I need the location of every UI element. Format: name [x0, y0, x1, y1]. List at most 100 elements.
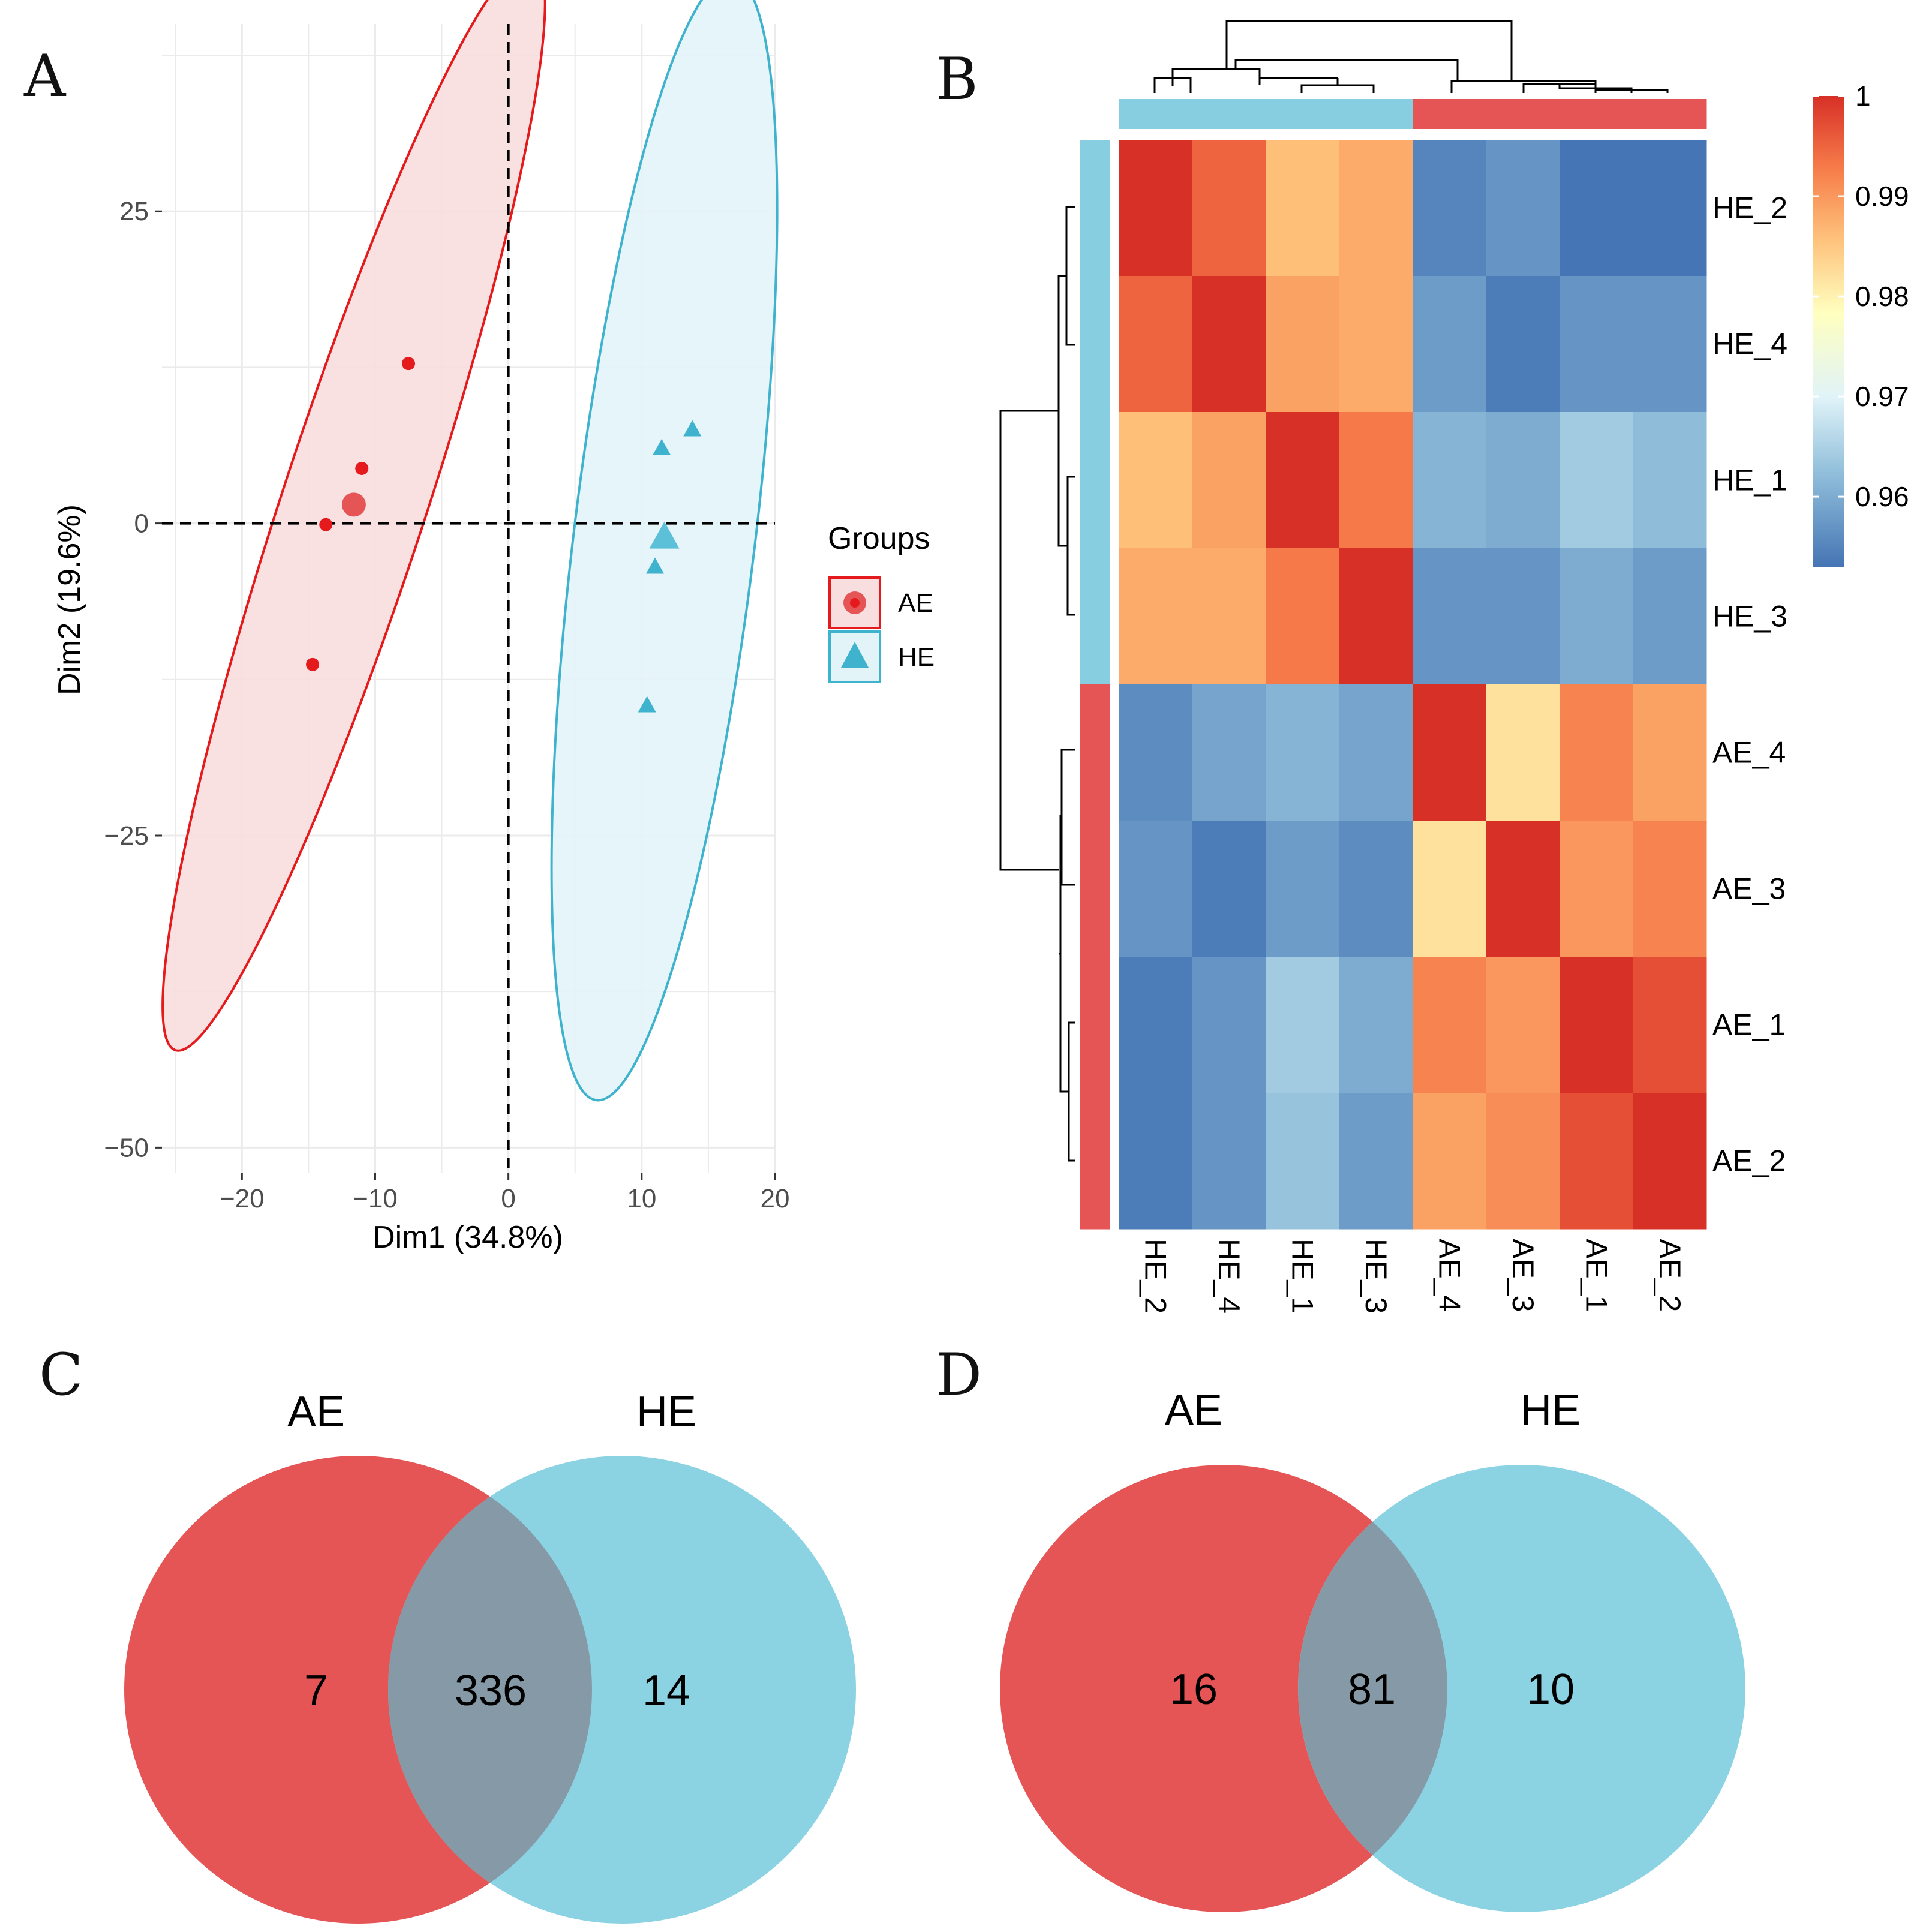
row-annotation-he: [1080, 412, 1110, 549]
heatmap-cell: [1486, 140, 1560, 277]
heatmap-column-labels: HE_2 HE_4 HE_1 HE_3 AE_4 AE_3 AE_1 AE_2: [1138, 1239, 1687, 1314]
heatmap-cell: [1192, 548, 1266, 685]
heatmap-cell: [1560, 957, 1633, 1093]
colorbar-tick-label: 0.99: [1855, 181, 1909, 212]
heatmap-cell: [1486, 684, 1560, 821]
dendro-branch: [1258, 77, 1338, 85]
venn-c-count-he-only: 14: [642, 1667, 690, 1715]
point-he: [683, 420, 702, 437]
heatmap-cell: [1119, 412, 1192, 549]
heatmap-cell: [1413, 1093, 1486, 1230]
column-annotation-he: [1119, 99, 1192, 129]
pca-reference-lines: [162, 24, 775, 1173]
venn-d-count-he-only: 10: [1527, 1666, 1575, 1714]
colorbar-gradient: [1813, 96, 1844, 567]
point-ae: [402, 357, 416, 371]
column-label: HE_3: [1359, 1239, 1393, 1314]
dendro-branch: [1060, 749, 1075, 886]
row-label: AE_3: [1712, 872, 1786, 906]
heatmap-cell: [1339, 1093, 1413, 1230]
column-annotation-he: [1192, 99, 1266, 129]
heatmap-cell: [1413, 821, 1486, 957]
point-he: [638, 696, 656, 713]
venn-d-count-ae-only: 16: [1170, 1666, 1218, 1714]
colorbar-ticks: 0.96 0.97 0.98 0.99 1: [1813, 80, 1909, 512]
column-label: AE_4: [1432, 1239, 1466, 1312]
dendro-branch: [1450, 80, 1597, 93]
heatmap-cell: [1192, 957, 1266, 1093]
heatmap-cell: [1486, 276, 1560, 413]
pca-ticks: −20 −10 0 10 20 −50 −25 0 25: [104, 197, 789, 1213]
column-dendrogram: [1153, 20, 1669, 93]
heatmap-cell: [1192, 1093, 1266, 1230]
y-tick-label: −25: [104, 821, 149, 851]
heatmap-cell: [1266, 821, 1339, 957]
heatmap-cell: [1486, 412, 1560, 549]
row-group-annotation: [1080, 140, 1110, 1230]
heatmap-cell: [1560, 548, 1633, 685]
point-ae: [319, 518, 333, 531]
heatmap-cell: [1119, 548, 1192, 685]
row-dendrogram: [999, 206, 1075, 1162]
row-annotation-he: [1080, 548, 1110, 685]
heatmap-cell: [1633, 821, 1707, 957]
centroid-he: [649, 521, 680, 549]
heatmap-cell: [1560, 1093, 1633, 1230]
row-label: AE_1: [1712, 1008, 1786, 1042]
column-annotation-he: [1339, 99, 1413, 129]
heatmap-cell: [1339, 684, 1413, 821]
heatmap-cell: [1560, 276, 1633, 413]
heatmap-cell: [1192, 412, 1266, 549]
heatmap-cell: [1633, 276, 1707, 413]
pca-ellipses: [161, 0, 779, 1102]
confidence-ellipse-ae: [161, 0, 546, 1052]
heatmap-cell: [1192, 821, 1266, 957]
heatmap-cell: [1266, 684, 1339, 821]
legend-ae-point-icon: [850, 598, 860, 608]
venn-c-count-overlap: 336: [455, 1667, 527, 1715]
heatmap-cell: [1339, 412, 1413, 549]
column-group-annotation: [1119, 99, 1707, 129]
dendro-branch: [1068, 1021, 1075, 1162]
heatmap-cell: [1633, 684, 1707, 821]
heatmap-cell: [1486, 821, 1560, 957]
heatmap-cell: [1192, 684, 1266, 821]
dendro-branch: [1225, 20, 1513, 81]
row-label: HE_2: [1712, 191, 1787, 225]
pca-y-axis-title: Dim2 (19.6%): [52, 504, 87, 695]
heatmap-cell: [1413, 276, 1486, 413]
heatmap-cell: [1266, 276, 1339, 413]
legend-label-he: HE: [898, 642, 935, 672]
heatmap-cell: [1413, 412, 1486, 549]
column-label: HE_2: [1138, 1239, 1172, 1314]
heatmap-cell: [1119, 957, 1192, 1093]
column-label: HE_1: [1285, 1239, 1319, 1314]
heatmap-cell: [1633, 957, 1707, 1093]
venn-diagram-c: AE HE 7 336 14: [124, 1388, 856, 1924]
dendro-branch: [1594, 88, 1669, 93]
venn-c-overlap: [388, 1497, 592, 1883]
heatmap-cell: [1266, 1093, 1339, 1230]
legend-title: Groups: [828, 521, 930, 556]
row-annotation-he: [1080, 140, 1110, 277]
row-label: HE_1: [1712, 464, 1787, 497]
heatmap-cell: [1413, 684, 1486, 821]
heatmap-cell: [1339, 276, 1413, 413]
dendro-branch: [1171, 78, 1339, 86]
heatmap-cell: [1633, 1093, 1707, 1230]
point-ae: [355, 462, 369, 476]
heatmap-cell: [1339, 957, 1413, 1093]
venn-d-count-overlap: 81: [1348, 1666, 1396, 1714]
heatmap-cell: [1119, 684, 1192, 821]
heatmap-cell: [1633, 412, 1707, 549]
column-label: AE_1: [1579, 1239, 1613, 1312]
heatmap-cell: [1339, 140, 1413, 277]
x-tick-label: 20: [761, 1184, 790, 1213]
heatmap-colorbar: 0.96 0.97 0.98 0.99 1: [1813, 80, 1909, 567]
row-annotation-ae: [1080, 957, 1110, 1093]
column-label: HE_4: [1212, 1239, 1246, 1314]
panel-label-b: B: [936, 46, 978, 113]
heatmap-cell: [1119, 1093, 1192, 1230]
venn-d-overlap: [1298, 1522, 1447, 1855]
